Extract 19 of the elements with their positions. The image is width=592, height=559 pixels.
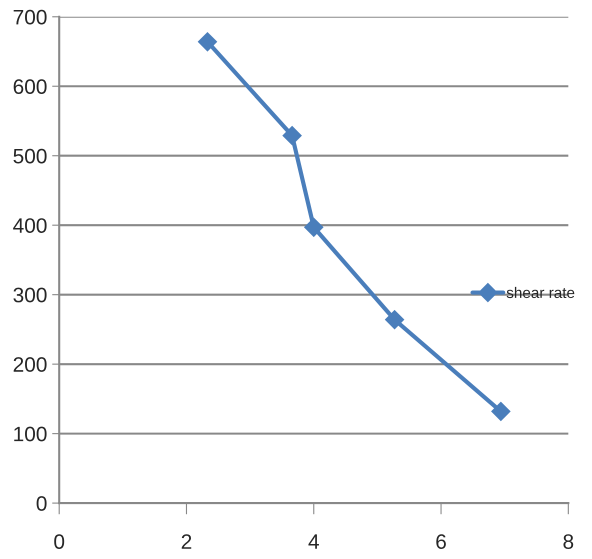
x-tick-label: 0: [54, 534, 64, 549]
x-tick-label: 4: [308, 534, 319, 549]
x-tick-label: 8: [563, 534, 574, 549]
point: [304, 218, 324, 237]
y-tick-label: 200: [14, 357, 47, 372]
x-tick-label: 2: [182, 534, 192, 549]
point: [198, 32, 218, 52]
point: [282, 126, 302, 146]
legend-label: shear rate: [506, 286, 574, 298]
point: [385, 310, 404, 330]
x-tick-label: 6: [436, 534, 446, 549]
point: [491, 402, 510, 421]
y-tick-label: 700: [14, 10, 47, 25]
y-tick-label: 100: [14, 426, 47, 442]
y-tick-label: 600: [14, 79, 47, 94]
y-tick-label: 500: [13, 148, 47, 164]
y-tick-label: 300: [13, 288, 47, 302]
y-tick-label: 0: [36, 496, 47, 511]
y-tick-label: 400: [13, 218, 47, 233]
